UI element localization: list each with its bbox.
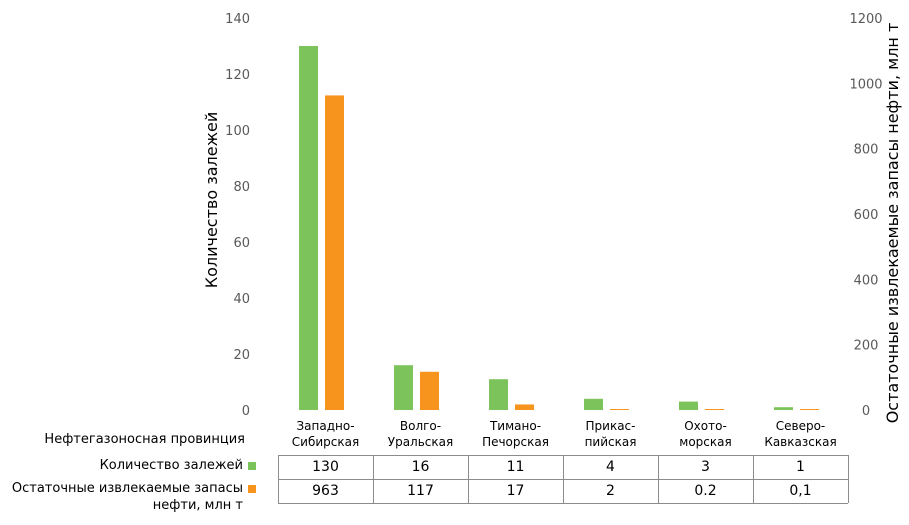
row-count-label: Количество залежей xyxy=(99,458,243,473)
table-cell: 16 xyxy=(411,459,430,475)
left-tick-label: 40 xyxy=(233,292,250,307)
count-bar-3 xyxy=(584,398,603,410)
right-tick-label: 400 xyxy=(854,273,879,288)
reserves-bar-1 xyxy=(420,371,439,410)
table-cell: 1 xyxy=(796,459,805,475)
left-axis-ticks: 0 20 40 60 80 100 120 140 xyxy=(225,12,250,419)
table-cell: 11 xyxy=(506,459,525,475)
count-bar-5 xyxy=(774,407,793,410)
bars xyxy=(299,46,819,411)
table-grid-line xyxy=(468,455,469,503)
category-label: Северо-Кавказская xyxy=(764,419,836,449)
table-cell: 2 xyxy=(606,483,615,499)
reserves-bar-0 xyxy=(325,95,344,411)
table-cell: 130 xyxy=(312,459,339,475)
table-grid-line xyxy=(278,503,848,504)
table-grid-line xyxy=(563,455,564,503)
right-axis-ticks: 0 200 400 600 800 1000 1200 xyxy=(849,12,882,419)
table-cell: 0,1 xyxy=(789,483,812,499)
count-legend-swatch xyxy=(248,462,256,470)
reserves-legend-swatch xyxy=(248,485,256,493)
table-grid-line xyxy=(848,455,849,503)
category-label: Охото-морская xyxy=(679,419,731,449)
left-tick-label: 120 xyxy=(225,68,250,83)
category-label: Волго-Уральская xyxy=(388,419,453,449)
right-tick-label: 600 xyxy=(854,208,879,223)
right-tick-label: 200 xyxy=(854,339,879,354)
reserves-bar-2 xyxy=(515,404,534,410)
category-label: Прикас-пийская xyxy=(585,419,637,449)
table-grid-line xyxy=(753,455,754,503)
table-cell: 17 xyxy=(506,483,525,499)
count-bar-4 xyxy=(679,401,698,410)
category-label: Западно-Сибирская xyxy=(292,419,359,449)
reserves-bar-5 xyxy=(800,409,819,410)
table-grid-line xyxy=(278,455,279,503)
table-cell: 0.2 xyxy=(694,483,717,499)
table-grid-line xyxy=(373,455,374,503)
reserves-bar-3 xyxy=(610,409,629,410)
count-bar-1 xyxy=(394,365,413,410)
left-tick-label: 60 xyxy=(233,236,250,251)
row-reserves-label: Остаточные извлекаемые запасы нефти, млн… xyxy=(11,481,243,513)
left-tick-label: 0 xyxy=(242,404,250,419)
left-tick-label: 100 xyxy=(225,124,250,139)
right-tick-label: 0 xyxy=(862,404,870,419)
category-labels: Западно-Сибирская Волго-Уральская Тимано-П… xyxy=(292,419,837,449)
table-header-label: Нефтегазоносная провинция xyxy=(44,432,245,447)
right-tick-label: 1200 xyxy=(849,12,882,27)
right-axis-title: Остаточные извлекаемые запасы нефти, млн… xyxy=(883,23,902,424)
left-tick-label: 140 xyxy=(225,12,250,27)
table-cell: 117 xyxy=(407,483,434,499)
count-bar-2 xyxy=(489,379,508,410)
count-bar-0 xyxy=(299,46,318,410)
category-label: Тимано-Печорская xyxy=(482,419,549,449)
table-grid-line xyxy=(658,455,659,503)
reserves-bar-4 xyxy=(705,409,724,410)
left-axis-title: Количество залежей xyxy=(202,112,221,289)
left-tick-label: 80 xyxy=(233,180,250,195)
table-cell: 963 xyxy=(312,483,339,499)
right-tick-label: 800 xyxy=(854,143,879,158)
right-tick-label: 1000 xyxy=(849,77,882,92)
left-tick-label: 20 xyxy=(233,348,250,363)
bar-chart: 0 20 40 60 80 100 120 140 0 200 400 600 800 1000 1200… xyxy=(202,12,902,449)
table-cell: 3 xyxy=(701,459,710,475)
table-cell: 4 xyxy=(606,459,615,475)
